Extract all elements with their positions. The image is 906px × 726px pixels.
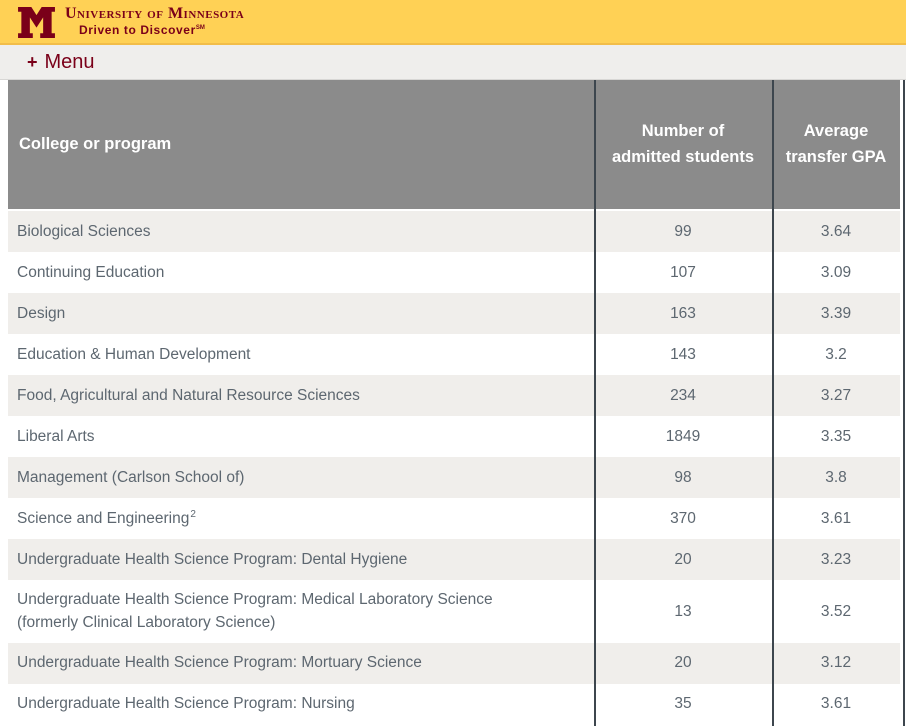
- institution-name: University of Minnesota: [65, 5, 244, 23]
- admissions-table-area: College or program Number of admitted st…: [0, 80, 906, 725]
- college-cell: Liberal Arts: [8, 417, 594, 456]
- university-logo[interactable]: University of Minnesota Driven to Discov…: [18, 5, 244, 38]
- college-cell: Continuing Education: [8, 253, 594, 292]
- college-cell: Science and Engineering2: [8, 499, 594, 538]
- column-divider-2: [772, 80, 774, 726]
- admitted-count-cell: 234: [594, 376, 772, 415]
- table-row: Management (Carlson School of) 98 3.8: [8, 457, 900, 498]
- transfer-gpa-cell: 3.35: [772, 417, 900, 456]
- block-m-icon: [18, 7, 55, 38]
- admitted-count-cell: 13: [594, 592, 772, 631]
- admitted-count-cell: 107: [594, 253, 772, 292]
- footnote-marker: 2: [190, 509, 196, 520]
- column-divider-1: [594, 80, 596, 726]
- wordmark: University of Minnesota Driven to Discov…: [65, 5, 244, 37]
- menu-bar: + Menu: [0, 45, 906, 80]
- table-row: Liberal Arts 1849 3.35: [8, 416, 900, 457]
- table-row: Continuing Education 107 3.09: [8, 252, 900, 293]
- college-cell: Undergraduate Health Science Program: Mo…: [8, 643, 594, 682]
- college-cell: Undergraduate Health Science Program: Me…: [8, 580, 594, 643]
- transfer-gpa-cell: 3.8: [772, 458, 900, 497]
- college-cell: Education & Human Development: [8, 335, 594, 374]
- menu-label: Menu: [45, 52, 95, 72]
- transfer-gpa-cell: 3.23: [772, 540, 900, 579]
- table-row: Undergraduate Health Science Program: Nu…: [8, 684, 900, 725]
- college-cell: Undergraduate Health Science Program: Nu…: [8, 684, 594, 723]
- column-header-gpa: Average transfer GPA: [772, 119, 900, 170]
- college-cell: Design: [8, 294, 594, 333]
- menu-toggle-button[interactable]: + Menu: [27, 52, 95, 72]
- admitted-count-cell: 20: [594, 643, 772, 682]
- table-row: Education & Human Development 143 3.2: [8, 334, 900, 375]
- column-header-admitted: Number of admitted students: [594, 119, 772, 170]
- table-row: Science and Engineering2 370 3.61: [8, 498, 900, 539]
- admitted-count-cell: 20: [594, 540, 772, 579]
- admitted-count-cell: 1849: [594, 417, 772, 456]
- admitted-count-cell: 98: [594, 458, 772, 497]
- transfer-gpa-cell: 3.2: [772, 335, 900, 374]
- table-row: Design 163 3.39: [8, 293, 900, 334]
- admitted-count-cell: 143: [594, 335, 772, 374]
- transfer-gpa-cell: 3.12: [772, 643, 900, 682]
- table-header-row: College or program Number of admitted st…: [8, 80, 900, 209]
- table-row: Undergraduate Health Science Program: Me…: [8, 580, 900, 643]
- table-body: Biological Sciences 99 3.64 Continuing E…: [8, 211, 900, 725]
- transfer-gpa-cell: 3.52: [772, 592, 900, 631]
- college-cell: Undergraduate Health Science Program: De…: [8, 540, 594, 579]
- transfer-gpa-cell: 3.39: [772, 294, 900, 333]
- table-right-border: [903, 80, 905, 726]
- admitted-count-cell: 99: [594, 212, 772, 251]
- column-header-college: College or program: [8, 135, 594, 154]
- table-row: Undergraduate Health Science Program: De…: [8, 539, 900, 580]
- tagline: Driven to DiscoverSM: [65, 24, 244, 38]
- admissions-table: College or program Number of admitted st…: [8, 80, 906, 725]
- transfer-gpa-cell: 3.27: [772, 376, 900, 415]
- admitted-count-cell: 163: [594, 294, 772, 333]
- college-cell: Biological Sciences: [8, 212, 594, 251]
- transfer-gpa-cell: 3.61: [772, 684, 900, 723]
- university-header: University of Minnesota Driven to Discov…: [0, 0, 906, 45]
- service-mark: SM: [196, 25, 205, 31]
- table-row: Biological Sciences 99 3.64: [8, 211, 900, 252]
- college-cell: Food, Agricultural and Natural Resource …: [8, 376, 594, 415]
- transfer-gpa-cell: 3.09: [772, 253, 900, 292]
- transfer-gpa-cell: 3.61: [772, 499, 900, 538]
- admitted-count-cell: 370: [594, 499, 772, 538]
- admitted-count-cell: 35: [594, 684, 772, 723]
- plus-icon: +: [27, 53, 38, 71]
- table-row: Undergraduate Health Science Program: Mo…: [8, 643, 900, 684]
- college-cell: Management (Carlson School of): [8, 458, 594, 497]
- table-row: Food, Agricultural and Natural Resource …: [8, 375, 900, 416]
- transfer-gpa-cell: 3.64: [772, 212, 900, 251]
